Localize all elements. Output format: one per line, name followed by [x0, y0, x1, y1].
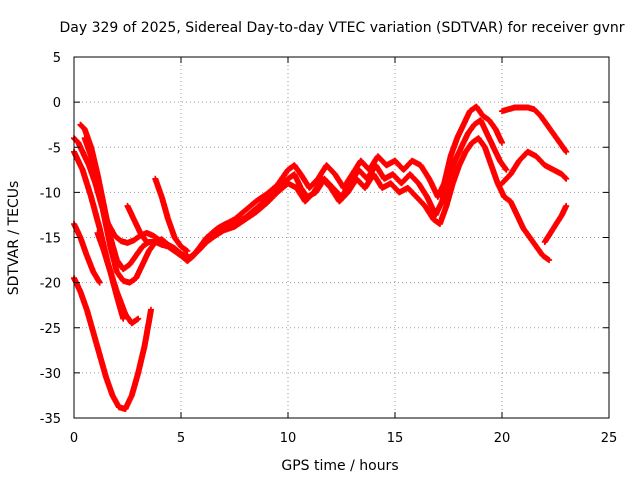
series-track-i: [152, 175, 191, 254]
x-tick-label: 5: [177, 431, 185, 446]
chart-title: Day 329 of 2025, Sidereal Day-to-day VTE…: [59, 20, 624, 36]
data-point-markers: [94, 230, 127, 322]
y-tick-label: -10: [40, 186, 61, 201]
x-tick-label: 20: [494, 431, 511, 446]
series-track-g: [71, 275, 154, 412]
series-track-j: [499, 104, 570, 155]
data-point-markers: [124, 202, 150, 245]
y-tick-label: -25: [40, 322, 61, 337]
y-tick-label: 0: [53, 96, 61, 111]
y-tick-label: -20: [40, 277, 61, 292]
series-track-l: [541, 202, 570, 245]
y-tick-label: -30: [40, 367, 61, 382]
y-tick-label: -5: [48, 141, 61, 156]
data-point-markers: [71, 275, 154, 412]
series-track-f: [94, 230, 127, 322]
data-point-markers: [81, 135, 553, 286]
x-axis-title: GPS time / hours: [281, 458, 398, 474]
x-tick-label: 25: [601, 431, 618, 446]
series-track-c: [81, 135, 553, 286]
data-point-markers: [499, 104, 570, 155]
series-track-h: [124, 202, 150, 245]
series-track-b: [77, 117, 510, 273]
gridlines: [74, 57, 609, 418]
series-track-k: [499, 148, 570, 187]
axis-ticks: 0 5 10 15 20 25 5 0 -5 -10 -15 -20 -25 -30 -35: [40, 51, 618, 446]
y-axis-title: SDTVAR / TECUs: [6, 181, 22, 296]
data-points: [71, 103, 570, 412]
y-tick-label: -35: [40, 412, 61, 427]
x-tick-label: 15: [387, 431, 404, 446]
x-tick-label: 0: [70, 431, 78, 446]
data-point-markers: [499, 148, 570, 187]
data-point-markers: [541, 202, 570, 245]
data-point-markers: [152, 175, 191, 254]
data-point-markers: [77, 117, 510, 273]
y-tick-label: 5: [53, 51, 61, 66]
y-tick-label: -15: [40, 232, 61, 247]
x-tick-label: 10: [280, 431, 297, 446]
